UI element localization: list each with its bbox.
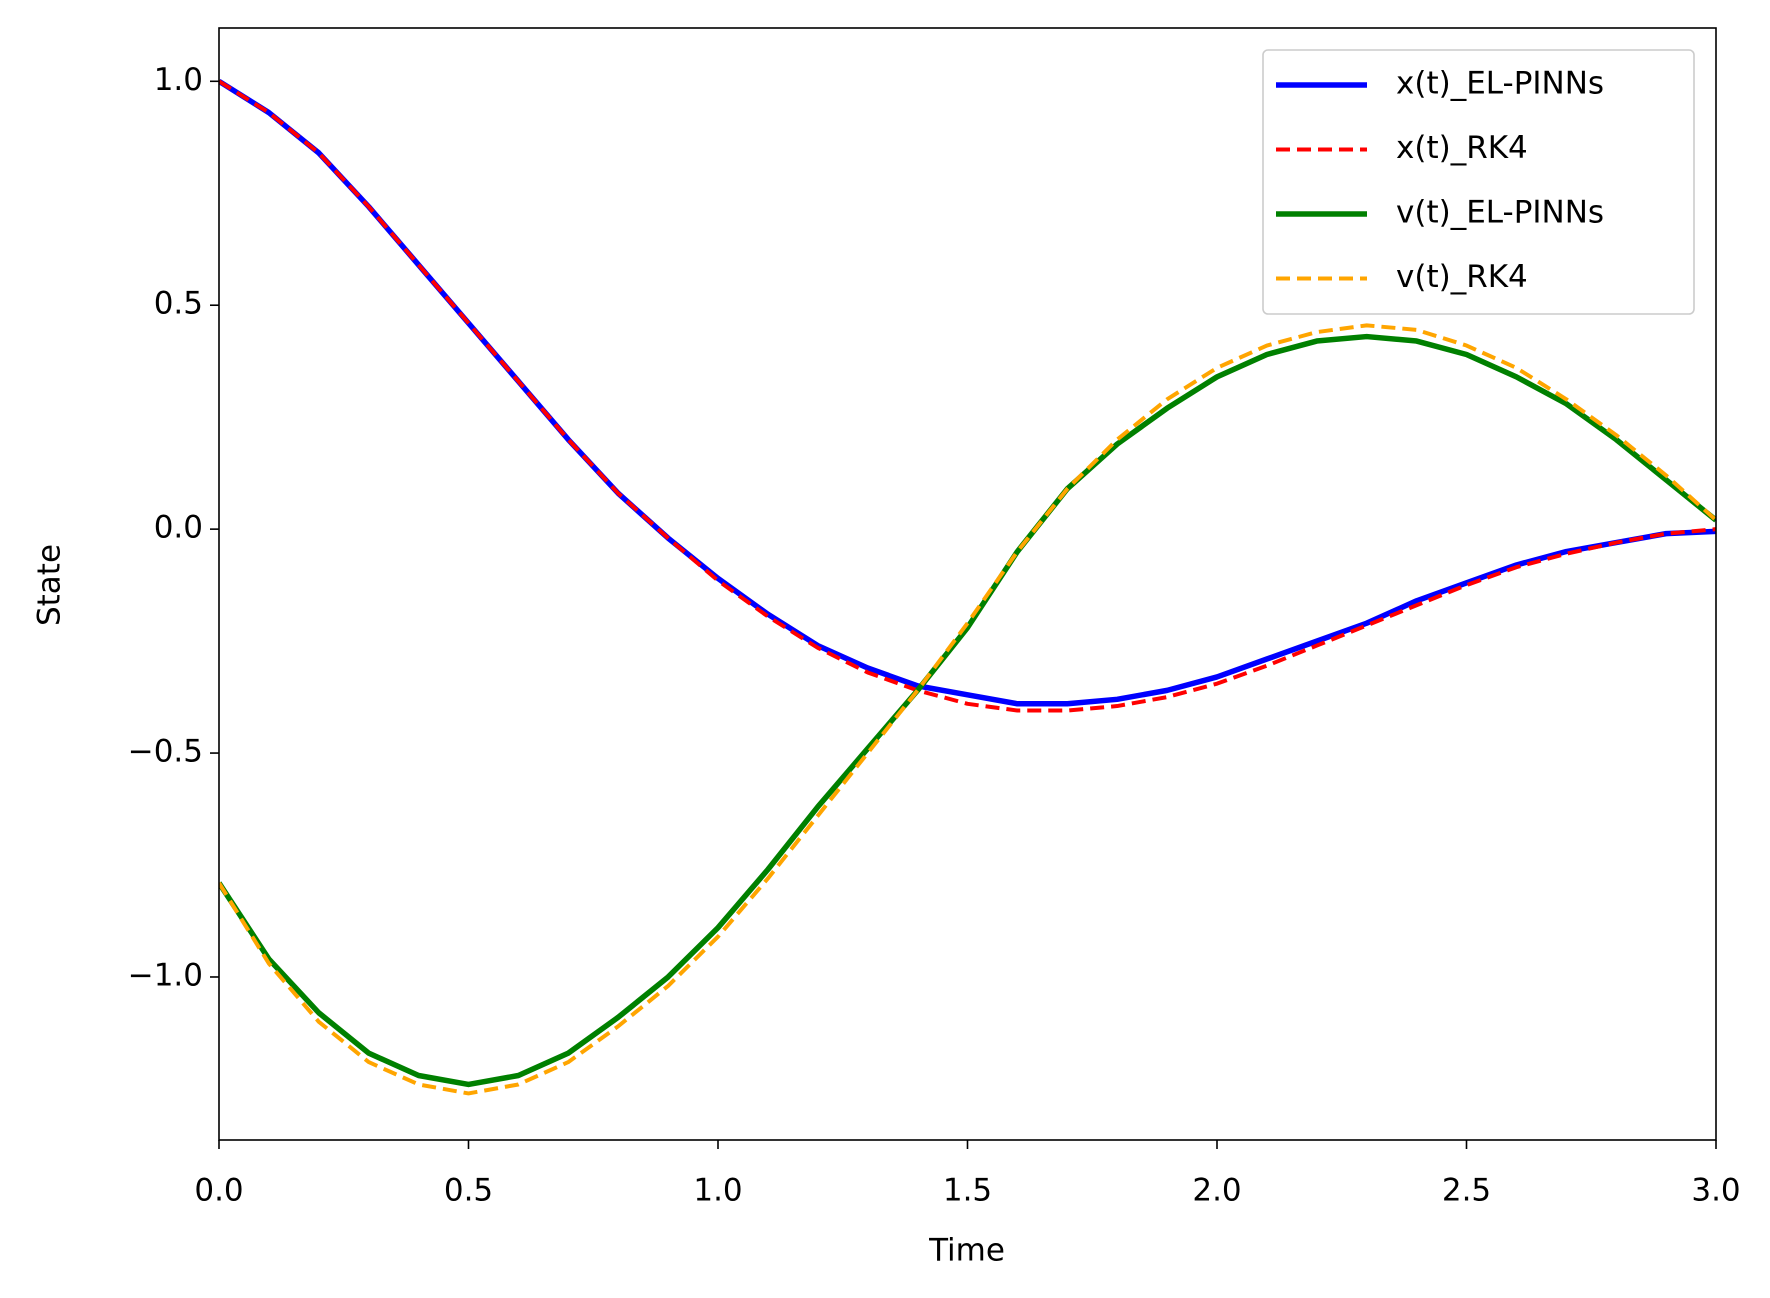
series-line xyxy=(219,79,1716,713)
legend-label: v(t)_EL-PINNs xyxy=(1396,195,1604,231)
y-tick-label: −1.0 xyxy=(128,957,203,993)
legend-box xyxy=(1262,49,1695,315)
series-line xyxy=(219,333,1716,1088)
x-tick-label: 3.0 xyxy=(1691,1173,1740,1209)
legend-label: x(t)_RK4 xyxy=(1396,130,1528,166)
y-tick-label: 0.0 xyxy=(154,510,203,546)
x-tick-label: 0.0 xyxy=(194,1173,243,1209)
legend-label: x(t)_EL-PINNs xyxy=(1396,66,1604,102)
x-tick-label: 1.5 xyxy=(943,1173,992,1209)
y-tick-label: −0.5 xyxy=(128,734,203,770)
legend-label: v(t)_RK4 xyxy=(1396,259,1528,295)
series-line xyxy=(219,323,1716,1096)
x-tick-label: 2.0 xyxy=(1192,1173,1241,1209)
x-axis-label: Time xyxy=(928,1233,1005,1269)
x-tick-label: 1.0 xyxy=(693,1173,742,1209)
x-tick-label: 2.5 xyxy=(1442,1173,1491,1209)
x-tick-label: 0.5 xyxy=(444,1173,493,1209)
y-tick-label: 0.5 xyxy=(154,286,203,322)
plot-frame xyxy=(218,27,1717,1141)
y-axis-label: State xyxy=(32,544,68,626)
y-tick-label: 1.0 xyxy=(154,62,203,98)
